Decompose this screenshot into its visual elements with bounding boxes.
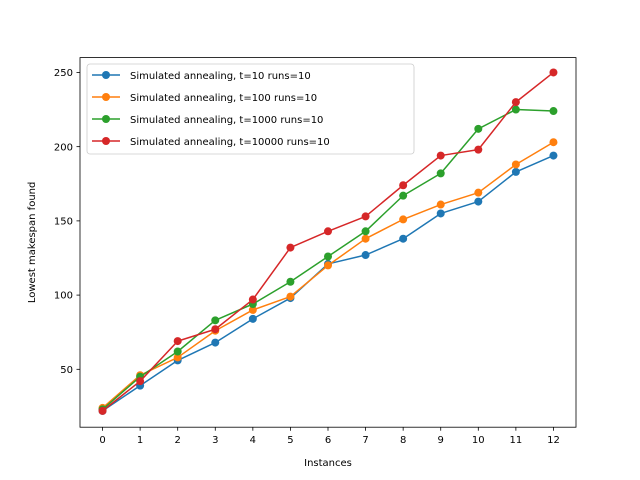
- legend-marker: [102, 115, 110, 123]
- legend-marker: [102, 71, 110, 79]
- y-tick-label: 250: [54, 68, 73, 79]
- data-point: [361, 251, 370, 260]
- x-tick-label: 0: [99, 435, 105, 446]
- legend-box: [86, 63, 415, 155]
- data-point: [361, 212, 370, 221]
- data-point: [399, 215, 408, 224]
- x-tick-label: 10: [472, 435, 485, 446]
- data-point: [436, 169, 445, 178]
- x-tick-label: 9: [438, 435, 444, 446]
- x-tick-label: 1: [137, 435, 143, 446]
- series-layer: [98, 68, 558, 415]
- data-point: [286, 243, 295, 252]
- data-point: [211, 338, 220, 347]
- data-point: [436, 209, 445, 218]
- series-line-2: [102, 141, 554, 409]
- x-tick-label: 6: [325, 435, 331, 446]
- data-point: [286, 277, 295, 286]
- data-point: [474, 145, 483, 154]
- data-point: [549, 151, 558, 160]
- x-axis-ticks: 0 1 2 3 4 5 6 7 8 9 10 11 12: [99, 427, 560, 446]
- data-point: [549, 68, 558, 77]
- y-tick-label: 100: [54, 291, 73, 302]
- legend-marker: [102, 137, 110, 145]
- data-point: [173, 337, 182, 346]
- y-tick-label: 200: [54, 142, 73, 153]
- data-point: [549, 138, 558, 147]
- data-point: [248, 305, 257, 314]
- x-tick-label: 7: [362, 435, 368, 446]
- legend-label: Simulated annealing, t=10000 runs=10: [130, 137, 330, 148]
- x-tick-label: 12: [547, 435, 560, 446]
- x-tick-label: 11: [510, 435, 523, 446]
- legend-marker: [102, 93, 110, 101]
- data-point: [474, 124, 483, 133]
- x-tick-label: 5: [287, 435, 293, 446]
- data-point: [474, 197, 483, 206]
- y-tick-label: 50: [60, 365, 73, 376]
- data-point: [511, 105, 520, 114]
- data-point: [98, 406, 107, 415]
- data-point: [211, 325, 220, 334]
- data-point: [248, 314, 257, 323]
- series-line-1: [102, 154, 554, 412]
- x-tick-label: 4: [250, 435, 256, 446]
- data-point: [511, 98, 520, 107]
- data-point: [361, 234, 370, 243]
- data-point: [399, 191, 408, 200]
- data-point: [399, 234, 408, 243]
- x-axis-label: Instances: [304, 458, 352, 469]
- data-point: [436, 151, 445, 160]
- data-point: [286, 292, 295, 301]
- data-point: [511, 167, 520, 176]
- data-point: [248, 295, 257, 304]
- legend-label: Simulated annealing, t=10 runs=10: [130, 71, 311, 82]
- data-point: [136, 377, 145, 386]
- legend: Simulated annealing, t=10 runs=10 Simulat…: [86, 63, 415, 155]
- data-point: [474, 188, 483, 197]
- y-tick-label: 150: [54, 216, 73, 227]
- data-point: [549, 107, 558, 116]
- data-point: [436, 200, 445, 209]
- data-point: [173, 353, 182, 362]
- data-point: [324, 227, 332, 236]
- legend-label: Simulated annealing, t=1000 runs=10: [130, 115, 323, 126]
- x-tick-label: 2: [175, 435, 181, 446]
- y-axis-ticks: 50 100 150 200 250: [54, 68, 80, 376]
- x-tick-label: 3: [212, 435, 218, 446]
- data-point: [324, 252, 332, 261]
- data-point: [361, 227, 370, 236]
- legend-label: Simulated annealing, t=100 runs=10: [130, 93, 317, 104]
- data-point: [211, 316, 220, 325]
- data-point: [399, 181, 408, 190]
- data-point: [324, 261, 332, 270]
- x-tick-label: 8: [400, 435, 406, 446]
- data-point: [173, 347, 182, 356]
- data-point: [511, 160, 520, 169]
- y-axis-label: Lowest makespan found: [27, 182, 38, 303]
